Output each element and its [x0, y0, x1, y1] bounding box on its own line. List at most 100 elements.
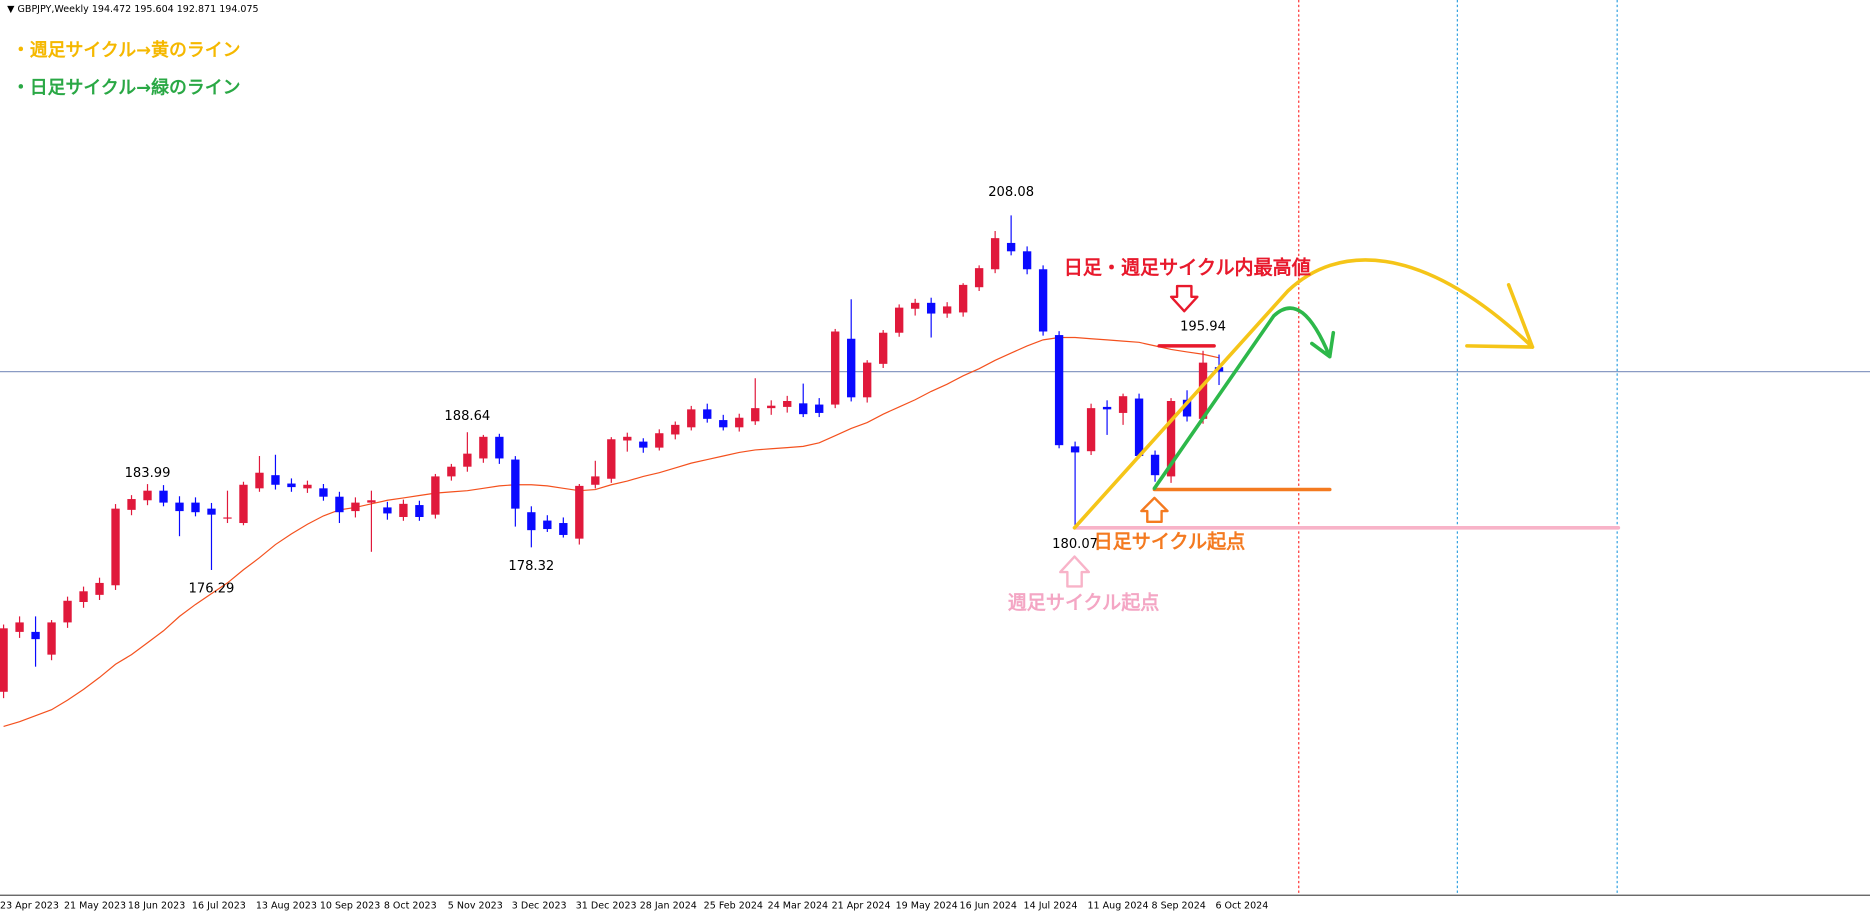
- candle-body: [351, 502, 360, 512]
- candle-body: [671, 424, 680, 435]
- candle-body: [127, 499, 136, 510]
- candle-body: [15, 622, 24, 632]
- candle-body: [463, 453, 472, 467]
- note: ・日足サイクル→緑のライン: [12, 76, 241, 98]
- candle-body: [974, 268, 984, 288]
- x-tick-label: 8 Oct 2023: [384, 900, 437, 911]
- candle-body: [879, 332, 888, 364]
- candle-body: [655, 433, 664, 448]
- candle-body: [191, 502, 200, 513]
- candle-body: [1150, 454, 1160, 476]
- x-tick-label: 16 Jul 2023: [192, 900, 246, 911]
- candle-body: [751, 408, 760, 422]
- price-label: 176.29: [189, 582, 235, 597]
- candle-body: [511, 459, 520, 509]
- x-tick-label: 25 Feb 2024: [704, 900, 763, 911]
- price-label: 208.08: [988, 185, 1034, 200]
- candle-body: [495, 436, 504, 459]
- candle-body: [447, 466, 456, 477]
- candle-body: [815, 404, 824, 413]
- annotation: 日足・週足サイクル内最高値: [1064, 256, 1311, 279]
- candle-body: [1086, 408, 1096, 452]
- candle-body: [767, 405, 776, 409]
- x-tick-label: 24 Mar 2024: [768, 900, 828, 911]
- candle-body: [735, 417, 744, 428]
- x-tick-label: 5 Nov 2023: [448, 900, 503, 911]
- plot: 23 Apr 2023 21 May 2023 18 Jun 2023 16 Jul …: [0, 185, 1870, 911]
- candle-body: [1006, 242, 1016, 252]
- candle-body: [575, 485, 584, 539]
- high-value: 195.604: [134, 4, 173, 15]
- up-arrow: [1059, 555, 1091, 588]
- candle-body: [799, 403, 808, 415]
- candle-body: [335, 496, 344, 513]
- candle-body: [926, 302, 936, 314]
- candle-body: [0, 628, 8, 692]
- candle-body: [207, 508, 216, 515]
- price-label: 183.99: [125, 466, 171, 481]
- candle-body: [223, 517, 232, 519]
- candle-body: [863, 362, 872, 398]
- candle-body: [1166, 400, 1176, 477]
- price-label: 180.07: [1052, 537, 1098, 552]
- candle-body: [303, 484, 312, 489]
- symbol: GBPJPY,Weekly: [18, 4, 90, 15]
- candle-body: [1182, 399, 1192, 417]
- candle-body: [431, 476, 440, 515]
- candle-body: [319, 488, 328, 497]
- candle-body: [1198, 362, 1208, 419]
- candle-body: [1038, 269, 1048, 332]
- candle-body: [111, 508, 120, 586]
- header: ▼ GBPJPY,Weekly 194.472 195.604 192.871 …: [7, 4, 258, 15]
- down-arrow: [1169, 284, 1199, 313]
- candle-body: [1102, 406, 1112, 410]
- candle-body: [942, 306, 952, 314]
- candle-body: [1070, 446, 1080, 453]
- candle-body: [910, 302, 920, 309]
- x-tick-label: 8 Sep 2024: [1151, 900, 1205, 911]
- x-tick-label: 6 Oct 2024: [1215, 900, 1268, 911]
- candle-body: [1134, 398, 1144, 456]
- x-tick-label: 23 Apr 2023: [0, 900, 59, 911]
- moving-average: [3, 336, 1220, 728]
- candle-body: [239, 484, 248, 524]
- candle-body: [847, 338, 856, 398]
- x-tick-label: 13 Aug 2023: [256, 900, 317, 911]
- candle-body: [79, 591, 88, 602]
- low-value: 192.871: [177, 4, 216, 15]
- x-tick-label: 14 Jul 2024: [1024, 900, 1078, 911]
- candle-body: [287, 483, 296, 488]
- candle-body: [47, 622, 56, 655]
- x-tick-label: 11 Aug 2024: [1088, 900, 1149, 911]
- candle-body: [399, 503, 408, 518]
- candle-body: [623, 436, 632, 441]
- candle-body: [31, 631, 40, 640]
- x-tick-label: 10 Sep 2023: [320, 900, 380, 911]
- candle-body: [607, 439, 616, 479]
- open-value: 194.472: [92, 4, 131, 15]
- x-tick-label: 21 May 2023: [64, 900, 126, 911]
- candle-body: [559, 523, 568, 535]
- candle-body: [143, 490, 152, 501]
- x-tick-label: 16 Jun 2024: [960, 900, 1017, 911]
- drawings: [1059, 258, 1621, 588]
- annotation: 日足サイクル起点: [1094, 530, 1246, 553]
- candle-body: [543, 520, 552, 530]
- candle-body: [1022, 251, 1032, 270]
- candle-body: [255, 472, 264, 489]
- candle-body: [783, 400, 792, 407]
- weekly-cycle-curve: [1072, 258, 1535, 530]
- price-label: 195.94: [1180, 319, 1226, 334]
- candle-body: [895, 307, 904, 333]
- candle-body: [719, 420, 728, 428]
- candle-body: [703, 409, 712, 419]
- x-tick-label: 3 Dec 2023: [512, 900, 567, 911]
- x-tick-label: 21 Apr 2024: [832, 900, 891, 911]
- x-tick-label: 28 Jan 2024: [640, 900, 697, 911]
- price-label: 188.64: [444, 409, 490, 424]
- note: ・週足サイクル→黄のライン: [12, 39, 241, 61]
- candle-body: [367, 500, 376, 503]
